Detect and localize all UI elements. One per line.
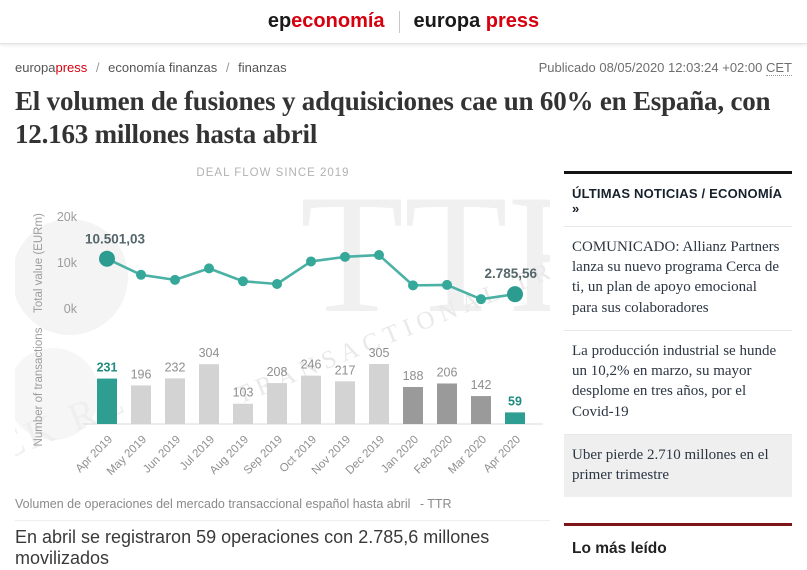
most-read-title: Lo más leído: [572, 540, 667, 558]
svg-text:20k: 20k: [57, 210, 78, 224]
svg-text:103: 103: [233, 386, 254, 400]
news-item[interactable]: Uber pierde 2.710 millones en el primer …: [564, 433, 792, 498]
deal-flow-chart: TTRTRANSACTIONAL TRACK RECORDCK REDEAL F…: [15, 159, 550, 491]
news-item[interactable]: La producción industrial se hunde un 10,…: [564, 329, 792, 434]
brand-press: press: [485, 10, 540, 32]
latest-news-box: ÚLTIMAS NOTICIAS / ECONOMÍA » COMUNICADO…: [564, 170, 792, 498]
breadcrumb-separator: /: [95, 60, 100, 75]
brand-economia: economía: [291, 10, 385, 32]
svg-text:10.501,03: 10.501,03: [85, 232, 146, 247]
svg-text:10k: 10k: [57, 256, 78, 270]
most-read-box: Lo más leído 1 Dimite la directora de Sa…: [564, 523, 792, 570]
svg-text:232: 232: [165, 360, 186, 374]
europapress-logo[interactable]: europa press: [414, 10, 540, 33]
svg-text:217: 217: [335, 363, 356, 377]
svg-text:206: 206: [437, 365, 458, 379]
svg-text:208: 208: [267, 365, 288, 379]
chart-caption: Volumen de operaciones del mercado trans…: [15, 496, 452, 511]
sidebar: ÚLTIMAS NOTICIAS / ECONOMÍA » COMUNICADO…: [564, 170, 792, 570]
brand-divider: [398, 10, 400, 33]
brand-europa: europa: [413, 10, 486, 32]
svg-text:Number of transactions: Number of transactions: [33, 327, 45, 446]
article-main-column: TTRTRANSACTIONAL TRACK RECORDCK REDEAL F…: [15, 155, 550, 570]
brand-ep: ep: [267, 10, 292, 32]
svg-text:Jun 2019: Jun 2019: [141, 434, 183, 476]
svg-text:142: 142: [471, 378, 492, 392]
svg-text:246: 246: [301, 357, 322, 371]
latest-news-header-link[interactable]: ÚLTIMAS NOTICIAS / ECONOMÍA »: [572, 185, 782, 216]
svg-text:2.785,56: 2.785,56: [484, 266, 537, 281]
breadcrumb-separator: /: [225, 60, 230, 75]
caption-source: - TTR: [419, 496, 452, 511]
deal-flow-chart-svg: TTRTRANSACTIONAL TRACK RECORDCK REDEAL F…: [15, 160, 550, 478]
svg-text:305: 305: [369, 346, 390, 360]
timezone-abbr: CET: [766, 60, 792, 76]
content-row: TTRTRANSACTIONAL TRACK RECORDCK REDEAL F…: [15, 155, 792, 570]
breadcrumb-subsection-link[interactable]: finanzas: [238, 60, 287, 75]
svg-text:0k: 0k: [64, 302, 78, 316]
published-date: Publicado 08/05/2020 12:03:24 +02:00 CET: [538, 60, 792, 76]
svg-text:Apr 2020: Apr 2020: [482, 434, 523, 475]
svg-text:Total value (EURm): Total value (EURm): [33, 213, 45, 313]
breadcrumb-section-link[interactable]: economía finanzas: [108, 60, 218, 75]
svg-text:188: 188: [403, 369, 424, 383]
page: europapress / economía finanzas / finanz…: [0, 44, 807, 570]
svg-text:196: 196: [131, 367, 152, 381]
article-headline: El volumen de fusiones y adquisiciones c…: [15, 86, 771, 149]
svg-text:59: 59: [508, 394, 522, 408]
svg-text:231: 231: [97, 360, 118, 374]
breadcrumb-home-link[interactable]: europapress: [15, 60, 88, 75]
svg-text:304: 304: [199, 346, 220, 360]
site-header: epeconomía europa press: [0, 0, 807, 44]
breadcrumb: europapress / economía finanzas / finanz…: [15, 60, 287, 75]
news-item[interactable]: COMUNICADO: Allianz Partners lanza su nu…: [564, 225, 792, 330]
svg-text:DEAL FLOW SINCE 2019: DEAL FLOW SINCE 2019: [196, 167, 349, 179]
topbar: europapress / economía finanzas / finanz…: [15, 60, 792, 76]
epeconomia-logo[interactable]: epeconomía: [268, 10, 385, 33]
article-subheadline: En abril se registraron 59 operaciones c…: [15, 519, 550, 569]
